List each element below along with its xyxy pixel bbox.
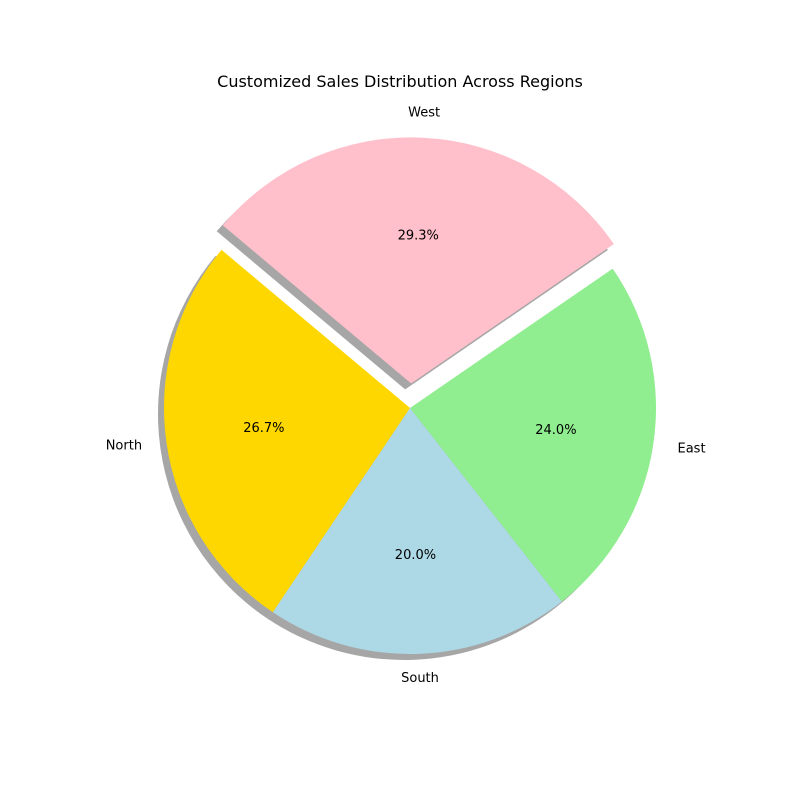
slice-pct-north: 26.7% <box>243 421 284 436</box>
slice-pct-east: 24.0% <box>535 423 576 438</box>
slice-label-south: South <box>401 671 439 686</box>
chart-title: Customized Sales Distribution Across Reg… <box>217 72 583 91</box>
slice-label-north: North <box>106 438 142 453</box>
pie-slice-south <box>272 408 562 654</box>
label-layer: North 26.7% South 20.0% East 24.0% West 29.3% <box>106 106 706 686</box>
slice-label-west: West <box>408 106 440 121</box>
slice-label-east: East <box>678 441 706 456</box>
pie-slice-north <box>164 249 410 613</box>
pie-slice-east <box>410 268 656 602</box>
pie-slice-west <box>222 137 614 384</box>
slice-layer <box>164 137 656 654</box>
slice-pct-south: 20.0% <box>395 548 436 563</box>
slice-pct-west: 29.3% <box>398 228 439 243</box>
